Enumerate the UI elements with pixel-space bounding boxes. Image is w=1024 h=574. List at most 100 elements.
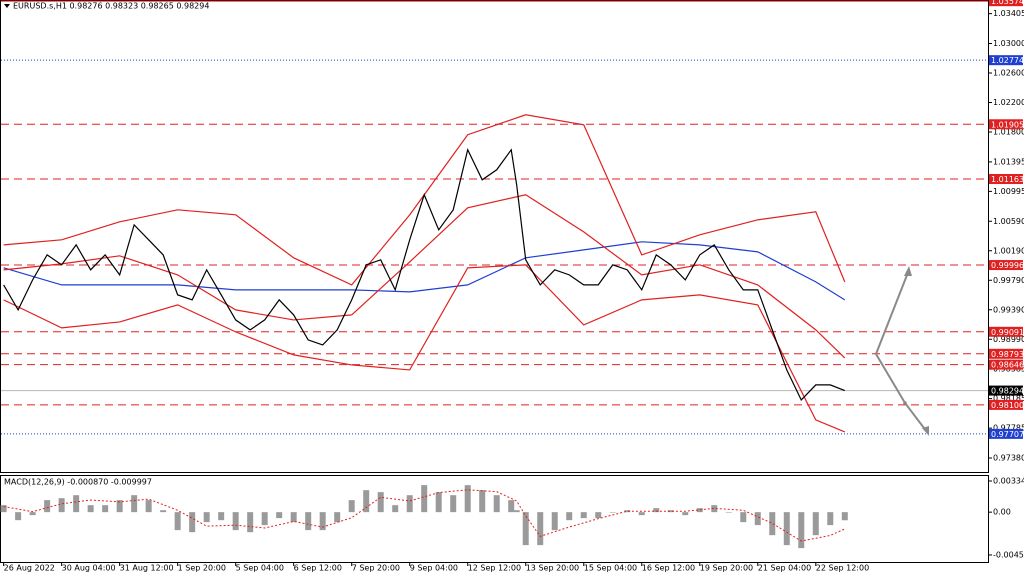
y-tick-label: 1.00190 [993,246,1024,255]
x-tick-label: 21 Sep 04:00 [758,564,811,573]
arrow-up [875,269,910,355]
y-tick-label: 0.99390 [993,305,1024,314]
macd-bar [305,512,312,531]
macd-bar [334,512,341,523]
macd-bar [131,495,138,513]
arrow-head [922,426,929,436]
level-label: 0.97707 [991,430,1024,439]
x-tick-label: 15 Sep 04:00 [584,564,637,573]
y-tick-label: 1.02600 [993,69,1024,78]
macd-bar [58,498,65,513]
level-box [989,173,1023,184]
x-tick-label: 9 Sep 04:00 [410,564,458,573]
y-tick-label: 0.97380 [993,453,1024,462]
macd-bar [696,508,703,513]
macd-bar [232,512,239,531]
y-tick-label: -0.004595 [993,550,1024,559]
macd-bar [392,505,399,513]
macd-bar [551,512,558,531]
level-label: 1.01163 [991,175,1024,184]
level-label: 0.98793 [991,350,1024,359]
macd-bar [421,485,428,513]
macd-bar [798,512,805,549]
macd-bar [595,512,602,519]
price-line [3,114,846,286]
macd-bar [377,492,384,513]
level-label: 0.98294 [991,387,1024,396]
macd-bar [406,495,413,513]
x-tick-label: 16 Sep 12:00 [642,564,695,573]
y-tick-label: 1.00590 [993,217,1024,226]
macd-bar [653,508,660,513]
macd-bar [682,512,689,516]
macd-bar [812,512,819,536]
y-tick-label: 0.00 [993,508,1011,517]
x-tick-label: 6 Sep 12:00 [294,564,342,573]
x-tick-label: 7 Sep 20:00 [352,564,400,573]
macd-bar [711,505,718,513]
macd-bar [174,512,181,531]
macd-bar [769,512,776,536]
x-tick-label: 5 Sep 04:00 [236,564,284,573]
level-box [989,348,1023,359]
signal-line [3,489,845,542]
macd-bar [319,512,326,531]
macd-bar [493,495,500,513]
macd-bar [609,512,616,513]
y-tick-label: 0.003343 [993,477,1024,486]
price-line [3,148,846,401]
macd-panel [0,475,989,563]
level-label: 0.99996 [991,261,1024,270]
macd-bar [841,512,848,521]
level-label: 1.02774 [991,56,1024,65]
y-tick-label: 1.00995 [993,187,1024,196]
y-tick-label: 1.02200 [993,98,1024,107]
level-label: 1.01905 [991,120,1024,129]
level-box [989,55,1023,66]
y-tick-label: 0.98990 [993,335,1024,344]
macd-title: MACD(12,26,9) -0.000870 -0.009997 [4,478,152,487]
projection-arrows [875,266,929,436]
x-tick-label: 19 Sep 20:00 [700,564,753,573]
macd-bar [189,512,196,533]
level-box [989,0,1023,7]
macd-bar [44,500,51,513]
level-box [989,359,1023,370]
macd-bar [102,505,109,513]
macd-bar [783,512,790,546]
macd-bar [145,500,152,513]
macd-bar [725,512,732,513]
level-label: 0.98646 [991,361,1024,370]
x-tick-label: 30 Aug 04:00 [62,564,116,573]
level-box [989,385,1023,396]
symbol-title: EURUSD.s,H1 0.98276 0.98323 0.98265 0.98… [13,2,209,11]
macd-bar [29,512,36,516]
macd-bar [450,495,457,513]
y-tick-label: 1.01800 [993,128,1024,137]
macd-bar [667,510,674,513]
macd-bar [73,495,80,513]
macd-bar [247,512,254,533]
macd-bar [290,512,297,523]
arrow-head [904,266,912,276]
macd-bar [116,500,123,513]
macd-bar [464,485,471,513]
x-tick-label: 26 Aug 2022 [4,564,55,573]
level-box [989,399,1023,410]
level-box [989,119,1023,130]
macd-bar [638,512,645,516]
macd-bar [276,512,283,519]
macd-bar [580,512,587,519]
dropdown-icon[interactable] [4,4,10,8]
macd-bar [0,505,7,513]
price-line [3,241,846,301]
x-tick-label: 1 Sep 20:00 [178,564,226,573]
x-tick-label: 31 Aug 12:00 [120,564,174,573]
macd-bar [87,505,94,513]
macd-bar [435,492,442,513]
macd-bar [522,512,529,546]
macd-bar [566,512,573,521]
macd-bar [160,510,167,513]
level-label: 1.03574 [991,0,1024,6]
